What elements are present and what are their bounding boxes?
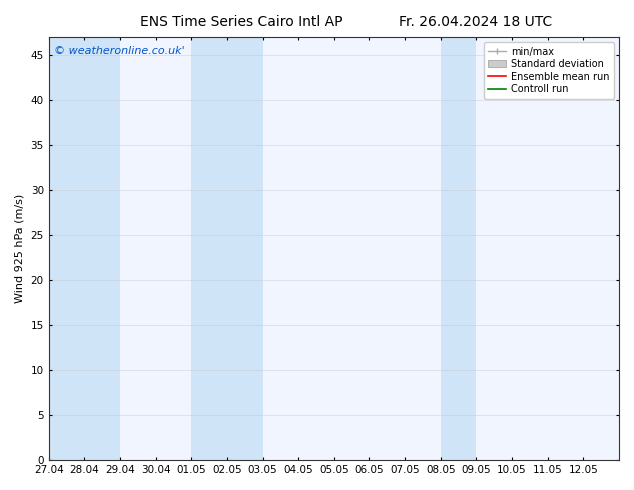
Bar bbox=[49, 37, 84, 460]
Legend: min/max, Standard deviation, Ensemble mean run, Controll run: min/max, Standard deviation, Ensemble me… bbox=[484, 42, 614, 99]
Bar bbox=[441, 37, 476, 460]
Bar bbox=[191, 37, 227, 460]
Text: © weatheronline.co.uk': © weatheronline.co.uk' bbox=[55, 46, 185, 55]
Text: Fr. 26.04.2024 18 UTC: Fr. 26.04.2024 18 UTC bbox=[399, 15, 552, 29]
Bar bbox=[227, 37, 262, 460]
Y-axis label: Wind 925 hPa (m/s): Wind 925 hPa (m/s) bbox=[15, 194, 25, 303]
Bar bbox=[84, 37, 120, 460]
Text: ENS Time Series Cairo Intl AP: ENS Time Series Cairo Intl AP bbox=[139, 15, 342, 29]
